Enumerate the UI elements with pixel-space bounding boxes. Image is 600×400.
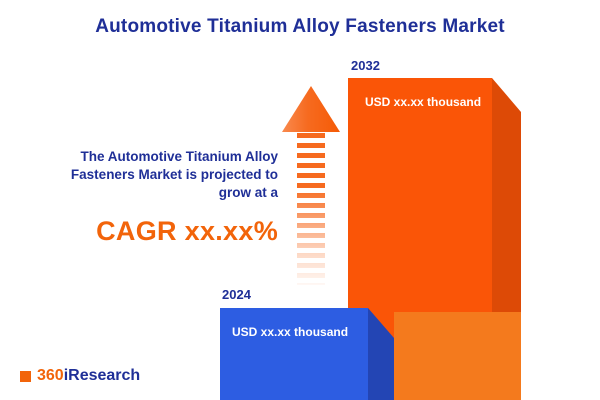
promo-text-block: The Automotive Titanium Alloy Fasteners …	[30, 148, 278, 249]
bar-2024-year-label: 2024	[222, 287, 251, 302]
cagr-value: CAGR xx.xx%	[96, 215, 278, 246]
promo-line-2: Fasteners Market is projected to	[70, 167, 278, 183]
bar-2032-lower-shade	[394, 312, 521, 400]
promo-line-1: The Automotive Titanium Alloy	[80, 149, 278, 164]
promo-line-3: grow at a	[218, 185, 278, 201]
growth-arrow-dashed-tail	[297, 133, 325, 285]
brand-logo: 360 iResearch	[20, 367, 140, 385]
page-title: Automotive Titanium Alloy Fasteners Mark…	[95, 16, 505, 37]
bar-2032-value-label: USD xx.xx thousand	[365, 95, 482, 109]
bar-2032-year-label: 2032	[351, 58, 380, 73]
logo-number: 360	[37, 367, 64, 384]
bar-2024	[220, 308, 368, 400]
bar-2024-value-label: USD xx.xx thousand	[232, 325, 349, 339]
growth-arrow-up-icon	[282, 86, 340, 132]
logo-name: iResearch	[63, 367, 141, 384]
logo-square-icon	[20, 370, 31, 382]
